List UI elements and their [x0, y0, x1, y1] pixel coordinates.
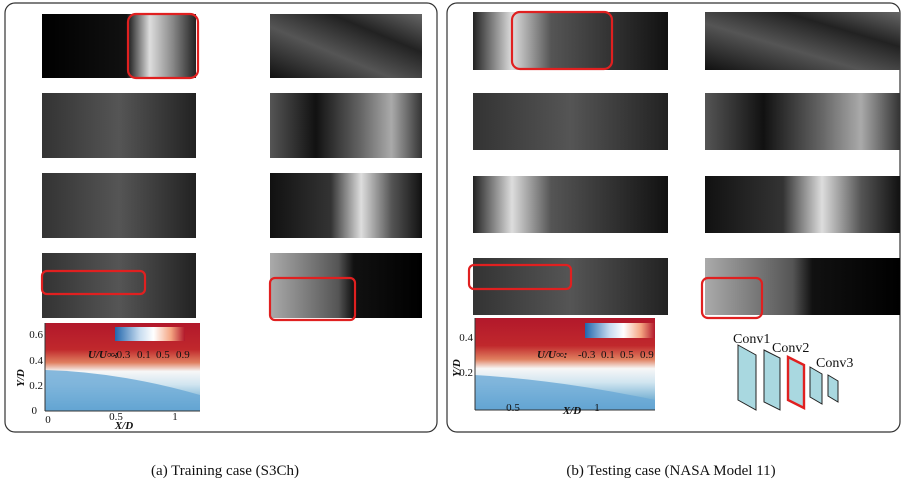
colorbar-tick: 0.1 [137, 349, 151, 361]
x-tick-label: 1 [594, 402, 600, 414]
caption: (a) Training case (S3Ch) [151, 463, 299, 479]
y-tick-label: 0 [32, 405, 38, 417]
y-tick-label: 0.4 [459, 332, 473, 344]
y-axis-label: Y/D [451, 359, 463, 377]
x-axis-label: X/D [114, 420, 133, 432]
y-axis-label: Y/D [15, 369, 27, 387]
colorbar-label: U/U∞: [88, 349, 118, 361]
x-tick-label: 0.5 [506, 402, 520, 414]
layer-label: Conv1 [733, 332, 770, 347]
colorbar-tick: 0.5 [156, 349, 170, 361]
conv-layers [737, 344, 839, 411]
highlight-boxes [40, 10, 764, 322]
x-tick-label: 0.5 [109, 411, 123, 423]
y-tick-label: 0.2 [29, 380, 43, 392]
y-tick-label: 0.2 [459, 367, 473, 379]
y-tick-label: 0.4 [29, 355, 43, 367]
contour-a: U/U∞: -0.3 0.1 0.5 0.9 0 0.2 0.4 0.6 0 0… [15, 323, 200, 432]
contour-b: U/U∞: -0.3 0.1 0.5 0.9 0.2 0.4 0.5 1 X/D… [451, 318, 655, 417]
caption: (b) Testing case (NASA Model 11) [566, 463, 775, 479]
layer-label: Conv3 [816, 356, 853, 371]
colorbar-label: U/U∞: [537, 349, 567, 361]
colorbar-tick: 0.9 [640, 349, 654, 361]
layer-label: Conv2 [772, 341, 809, 356]
colorbar-tick: -0.3 [578, 349, 596, 361]
panel-frame [4, 2, 438, 433]
feature-maps [42, 12, 900, 318]
x-axis-label: X/D [562, 405, 581, 417]
y-tick-label: 0.6 [29, 329, 43, 341]
colorbar-tick: 0.5 [620, 349, 634, 361]
colorbar-tick: -0.3 [113, 349, 131, 361]
colorbar-tick: 0.9 [176, 349, 190, 361]
colorbar-tick: 0.1 [601, 349, 615, 361]
x-tick-label: 0 [45, 414, 51, 426]
x-tick-label: 1 [172, 411, 178, 423]
